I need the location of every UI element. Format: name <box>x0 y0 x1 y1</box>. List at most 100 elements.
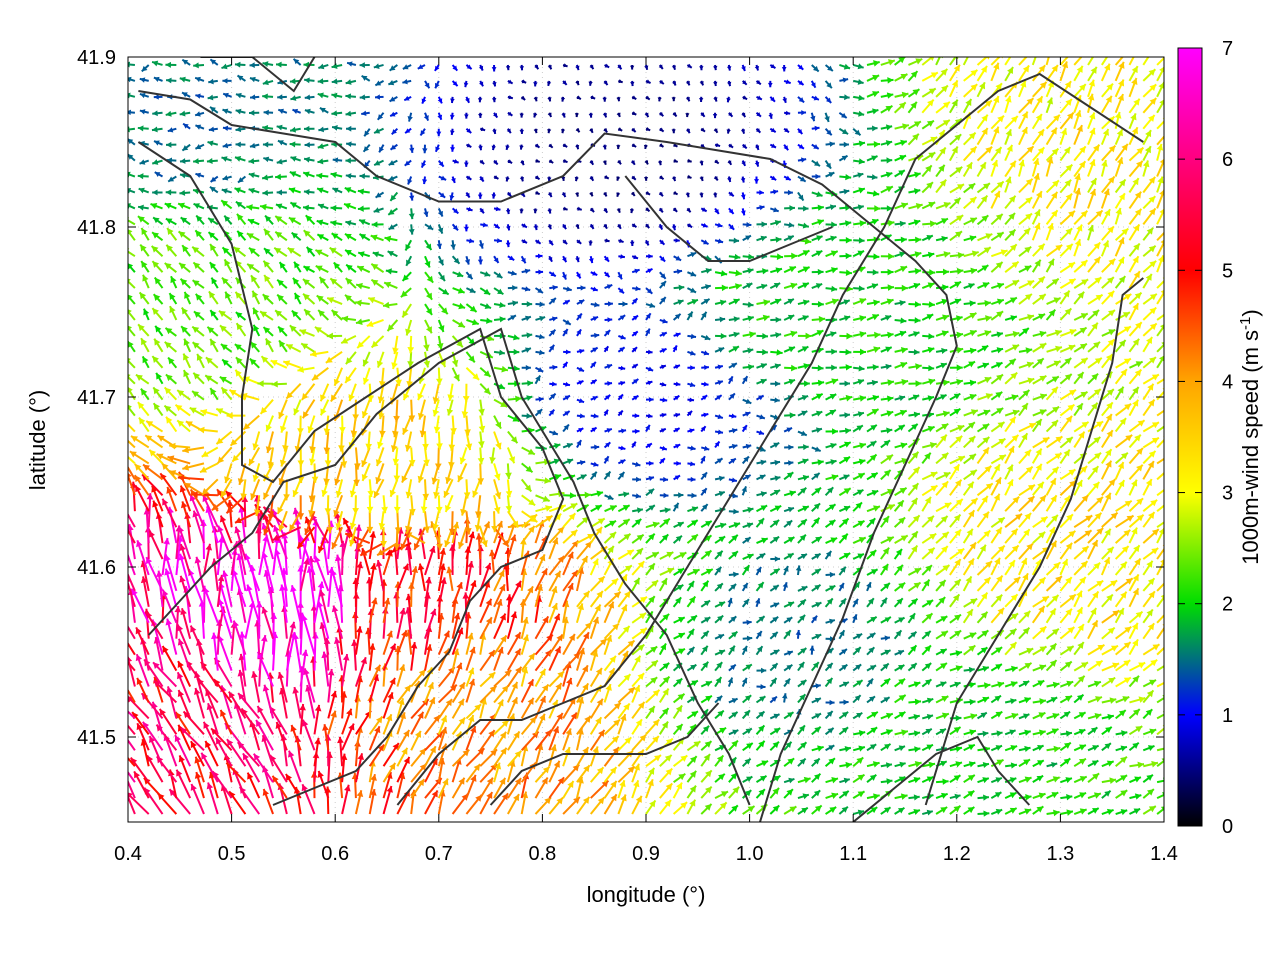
wind-arrow <box>1005 666 1017 672</box>
wind-arrow <box>127 341 134 352</box>
wind-arrow <box>839 682 848 687</box>
wind-arrow <box>839 94 849 100</box>
wind-arrow <box>1019 214 1032 225</box>
wind-arrow <box>195 230 204 240</box>
wind-arrow <box>1129 244 1139 257</box>
wind-arrow <box>1074 84 1086 97</box>
wind-arrow <box>361 111 369 116</box>
wind-arrow <box>936 363 947 369</box>
wind-arrow <box>646 677 657 686</box>
wind-arrow <box>660 755 672 766</box>
wind-arrow <box>908 498 917 511</box>
wind-arrow <box>1143 745 1154 751</box>
wind-arrow <box>563 552 573 575</box>
wind-arrow <box>839 488 850 495</box>
wind-arrow <box>617 272 622 279</box>
wind-arrow <box>272 381 287 388</box>
wind-arrow <box>520 113 524 118</box>
wind-arrow <box>1157 52 1170 65</box>
wind-arrow <box>603 145 607 150</box>
wind-arrow <box>784 222 794 228</box>
wind-arrow <box>978 630 989 638</box>
wind-arrow <box>360 234 370 240</box>
wind-arrow <box>991 595 1002 607</box>
wind-arrow <box>234 187 245 193</box>
wind-arrow <box>991 283 1004 289</box>
wind-arrow <box>853 129 860 135</box>
wind-arrow <box>345 93 356 99</box>
wind-arrow <box>922 497 931 511</box>
wind-arrow <box>950 456 965 463</box>
wind-arrow <box>1074 260 1087 272</box>
wind-arrow <box>757 616 765 623</box>
wind-arrow <box>826 777 838 783</box>
wind-arrow <box>826 410 836 416</box>
wind-arrow <box>122 248 135 256</box>
wind-arrow <box>1129 370 1141 384</box>
wind-arrow <box>1088 808 1099 814</box>
wind-arrow <box>154 339 162 352</box>
wind-arrow <box>715 333 726 339</box>
wind-arrow <box>895 266 907 272</box>
wind-arrow <box>369 531 376 559</box>
wind-arrow <box>279 340 287 351</box>
wind-arrow <box>618 254 625 259</box>
wind-arrow <box>784 428 792 433</box>
wind-arrow <box>604 346 608 352</box>
wind-arrow <box>390 65 398 71</box>
wind-arrow <box>839 475 849 481</box>
wind-arrow <box>1060 228 1072 240</box>
wind-arrow <box>701 268 711 274</box>
wind-arrow <box>867 505 880 511</box>
wind-arrow <box>715 223 722 228</box>
wind-arrow <box>660 663 669 671</box>
wind-arrow <box>548 65 552 69</box>
wind-arrow <box>373 251 384 257</box>
wind-arrow <box>646 269 652 273</box>
wind-arrow <box>991 311 1003 320</box>
wind-arrow <box>508 285 517 291</box>
wind-arrow <box>978 82 986 97</box>
wind-arrow <box>1060 696 1072 703</box>
wind-arrow <box>223 143 232 148</box>
wind-arrow <box>346 111 356 117</box>
wind-arrow <box>1143 512 1154 527</box>
wind-arrow <box>699 65 703 70</box>
wind-arrow <box>798 395 808 401</box>
wind-arrow <box>1060 743 1070 751</box>
wind-arrow <box>1074 808 1086 814</box>
wind-arrow <box>742 425 747 431</box>
wind-arrow <box>908 395 919 401</box>
wind-arrow <box>591 362 596 368</box>
wind-arrow <box>1005 729 1015 735</box>
wind-arrow <box>646 563 655 575</box>
wind-arrow <box>494 238 502 243</box>
wind-arrow <box>278 140 287 145</box>
wind-arrow <box>315 327 328 336</box>
wind-arrow <box>589 256 594 263</box>
wind-arrow <box>1157 678 1173 687</box>
wind-arrow <box>1074 662 1088 670</box>
wind-arrow <box>1005 713 1018 719</box>
wind-arrow <box>618 446 625 451</box>
wind-arrow <box>166 245 176 256</box>
wind-arrow <box>1143 806 1156 814</box>
wind-arrow <box>715 634 724 639</box>
wind-arrow <box>757 646 763 655</box>
wind-arrow <box>290 725 300 750</box>
wind-arrow <box>1047 310 1056 320</box>
wind-arrow <box>1019 730 1031 736</box>
wind-arrow <box>345 187 356 193</box>
wind-arrow <box>645 96 649 100</box>
wind-arrow <box>522 286 531 291</box>
wind-arrow <box>701 350 709 355</box>
wind-arrow <box>978 196 988 209</box>
wind-arrow <box>494 224 499 229</box>
wind-arrow <box>895 665 905 671</box>
wind-arrow <box>605 794 617 814</box>
wind-arrow <box>798 554 807 559</box>
wind-arrow <box>867 712 878 718</box>
wind-arrow <box>674 444 681 449</box>
wind-arrow <box>743 348 754 354</box>
wind-arrow <box>646 534 655 543</box>
